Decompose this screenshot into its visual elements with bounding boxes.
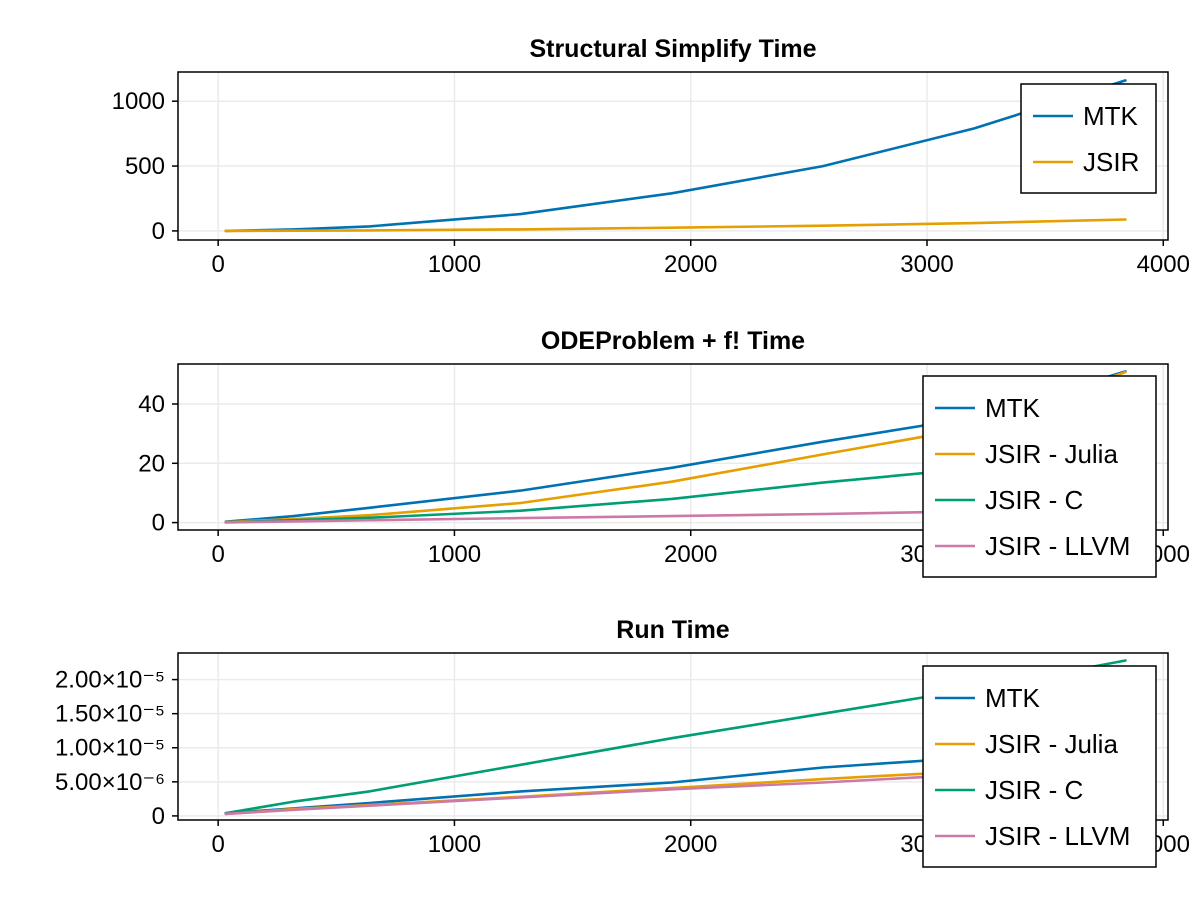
legend-box — [922, 665, 1157, 868]
legend-label-mtk: MTK — [1083, 101, 1139, 131]
legend-label-jsir-llvm: JSIR - LLVM — [985, 531, 1130, 561]
legend: MTK JSIR - Julia JSIR - C JSIR - LLVM — [922, 665, 1157, 868]
x-tick-label: 2000 — [664, 251, 717, 278]
x-tick-label: 2000 — [664, 831, 717, 858]
legend-label-mtk: MTK — [985, 683, 1041, 713]
chart-title: ODEProblem + f! Time — [541, 327, 805, 355]
chart-panel-run-time: 0100020003000400005.00×10⁻⁶1.00×10⁻⁵1.50… — [55, 616, 1190, 868]
x-tick-label: 2000 — [664, 541, 717, 568]
axes: 0 1000 2000 3000 4000 0 500 1000 — [112, 88, 1190, 278]
y-tick-label: 1.50×10⁻⁵ — [55, 701, 165, 728]
legend-label-mtk: MTK — [985, 393, 1041, 423]
series-group — [224, 79, 1127, 233]
legend-label-jsir-c: JSIR - C — [985, 775, 1083, 805]
series-line-mtk — [224, 79, 1127, 233]
y-tick-label: 0 — [152, 218, 165, 245]
y-tick-label: 20 — [138, 450, 165, 477]
plot-frame — [177, 71, 1169, 241]
x-tick-label: 1000 — [428, 831, 481, 858]
legend-label-jsir-c: JSIR - C — [985, 485, 1083, 515]
legend: MTK JSIR - Julia JSIR - C JSIR - LLVM — [922, 375, 1157, 578]
legend-label-jsir: JSIR — [1083, 147, 1139, 177]
x-tick-label: 1000 — [428, 251, 481, 278]
x-tick-label: 0 — [211, 831, 224, 858]
legend-label-jsir-julia: JSIR - Julia — [985, 729, 1118, 759]
y-tick-label: 0 — [152, 803, 165, 830]
x-tick-label: 1000 — [428, 541, 481, 568]
y-tick-label: 5.00×10⁻⁶ — [55, 769, 165, 796]
y-tick-label: 500 — [125, 153, 165, 180]
chart-panel-odeproblem: 0100020003000400002040 ODEProblem + f! T… — [138, 327, 1190, 578]
y-tick-label: 2.00×10⁻⁵ — [55, 667, 165, 694]
x-tick-label: 0 — [211, 541, 224, 568]
y-tick-label: 1000 — [112, 88, 165, 115]
y-tick-label: 1.00×10⁻⁵ — [55, 735, 165, 762]
y-tick-label: 0 — [152, 510, 165, 537]
x-tick-label: 3000 — [900, 251, 953, 278]
chart-title: Structural Simplify Time — [529, 35, 816, 63]
chart-panel-structural-simplify: 0 1000 2000 3000 4000 0 500 1000 Structural Sim… — [112, 35, 1190, 278]
legend: MTK JSIR — [1020, 83, 1157, 194]
legend-box — [1020, 83, 1157, 194]
x-tick-label: 0 — [211, 251, 224, 278]
legend-label-jsir-llvm: JSIR - LLVM — [985, 821, 1130, 851]
y-tick-label: 40 — [138, 391, 165, 418]
x-tick-label: 4000 — [1137, 251, 1190, 278]
series-line-jsir — [224, 218, 1127, 233]
chart-title: Run Time — [616, 616, 730, 644]
legend-label-jsir-julia: JSIR - Julia — [985, 439, 1118, 469]
plot-area — [178, 72, 1168, 240]
plot-frame — [177, 363, 1169, 531]
plot-frame — [177, 652, 1169, 821]
legend-box — [922, 375, 1157, 578]
